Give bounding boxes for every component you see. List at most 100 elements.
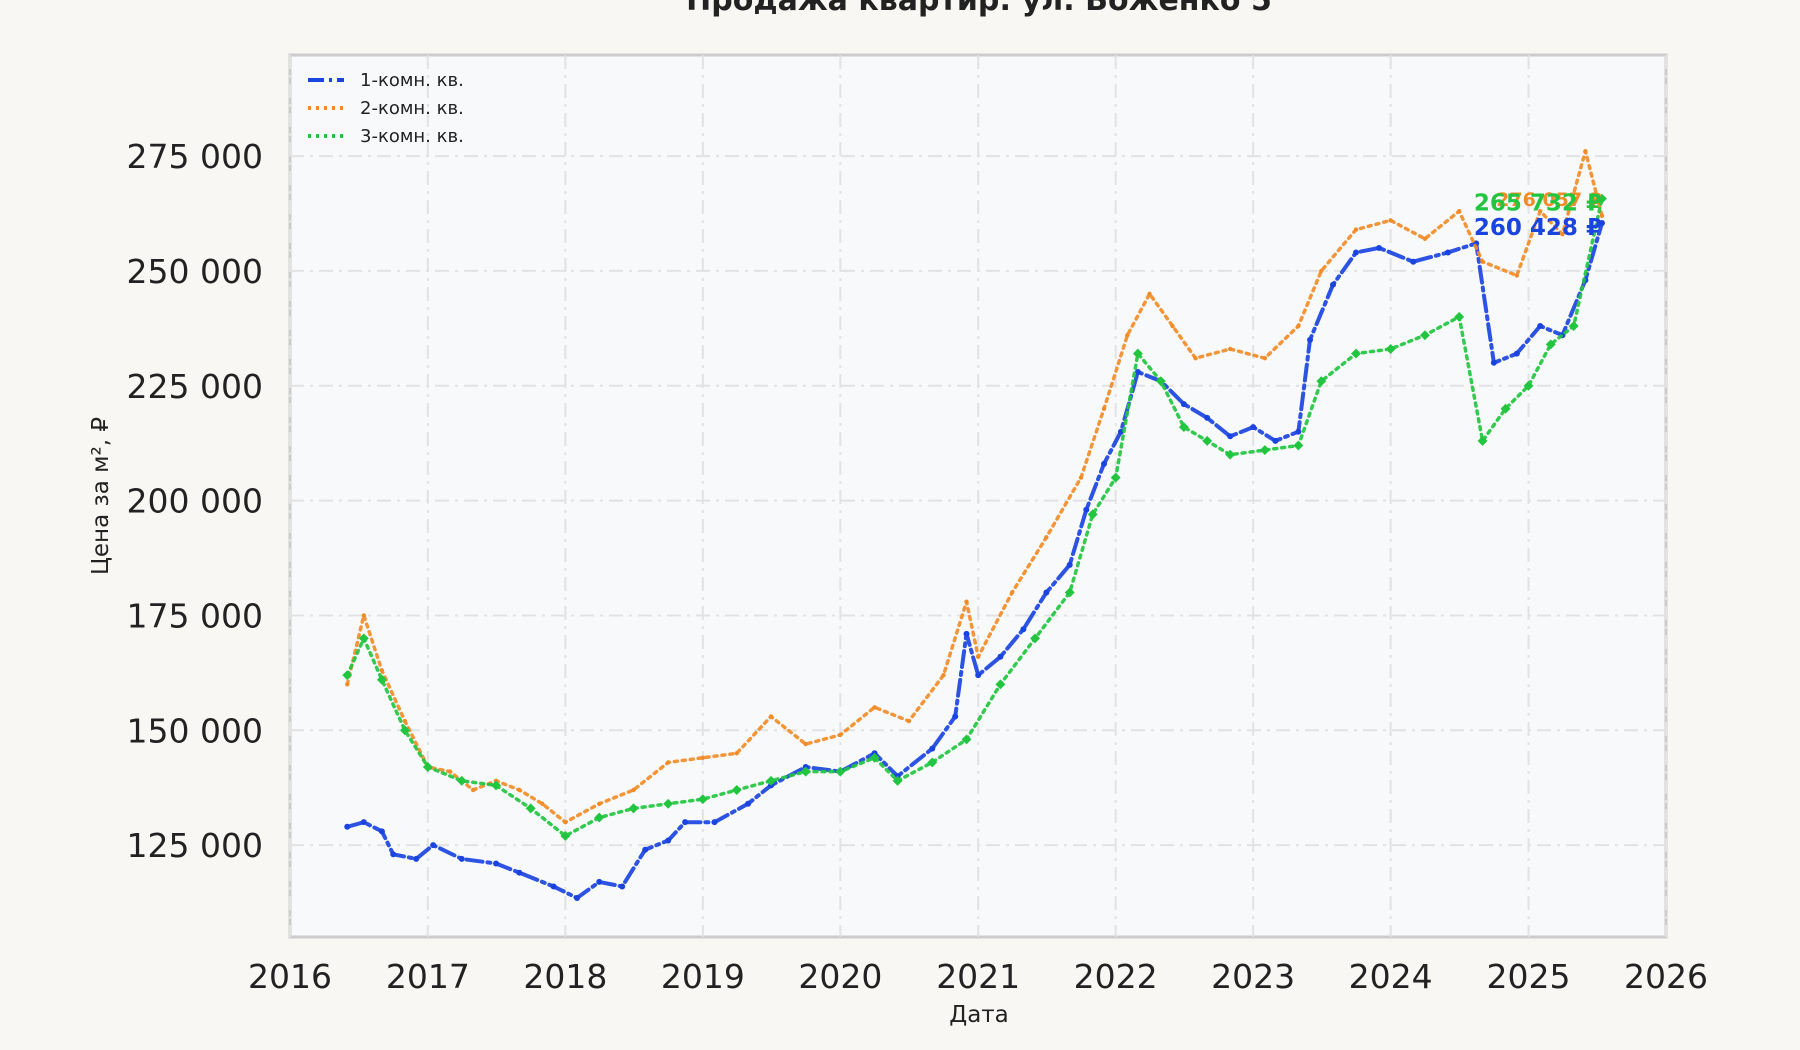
data-point <box>1110 472 1121 483</box>
y-tick-label: 150 000 <box>127 711 263 750</box>
data-point <box>390 851 397 858</box>
data-point <box>929 745 936 752</box>
data-point <box>892 775 903 786</box>
x-tick-label: 2023 <box>1211 957 1295 996</box>
data-point <box>378 828 385 835</box>
data-point <box>1083 506 1090 513</box>
data-point <box>642 846 649 853</box>
data-point <box>1078 475 1084 480</box>
data-point <box>342 670 353 681</box>
data-point <box>344 823 351 830</box>
data-point <box>574 894 581 901</box>
data-point <box>1375 244 1382 251</box>
data-point <box>1598 220 1605 227</box>
data-point <box>1599 213 1605 218</box>
data-point <box>1537 323 1544 330</box>
data-point <box>1351 348 1361 359</box>
data-point <box>361 613 367 618</box>
data-point <box>872 705 877 710</box>
data-point <box>997 653 1004 660</box>
data-point <box>631 787 636 793</box>
data-point <box>1272 437 1279 444</box>
data-point <box>550 883 557 890</box>
data-point <box>1444 249 1451 256</box>
data-point <box>1419 330 1430 341</box>
data-point <box>1030 633 1041 644</box>
x-tick-label: 2018 <box>523 957 607 996</box>
data-point <box>663 798 674 809</box>
data-point <box>360 819 367 826</box>
data-point <box>422 762 433 772</box>
data-point <box>1155 376 1166 387</box>
y-tick-label: 175 000 <box>127 596 263 635</box>
data-point <box>906 718 912 724</box>
data-point <box>1262 355 1268 361</box>
data-point <box>376 674 387 685</box>
data-point <box>1170 323 1175 329</box>
data-point <box>430 842 437 849</box>
data-point <box>1227 433 1234 440</box>
data-point <box>682 819 689 826</box>
data-point <box>1295 428 1302 435</box>
data-point <box>1353 227 1359 232</box>
data-point <box>1597 193 1607 204</box>
x-axis-ticks: 2016 2017 2018 2019 2020 2021 2022 2023 2024 2025… <box>248 957 1708 996</box>
data-point <box>619 883 626 890</box>
data-point <box>516 869 523 876</box>
data-point <box>1101 406 1107 411</box>
data-point <box>964 599 969 604</box>
data-point <box>835 766 846 777</box>
data-point <box>563 819 568 825</box>
data-point <box>1583 149 1588 154</box>
data-point <box>456 775 467 786</box>
data-point <box>517 787 522 793</box>
data-point <box>1457 208 1462 214</box>
data-point <box>1514 273 1520 278</box>
data-point <box>1087 509 1098 520</box>
data-point <box>1316 376 1327 387</box>
data-point <box>1259 445 1270 456</box>
x-tick-label: 2026 <box>1624 957 1708 996</box>
data-point <box>731 785 742 795</box>
grid <box>289 55 1667 937</box>
data-point <box>838 732 843 738</box>
data-point <box>803 741 808 747</box>
data-point <box>1480 259 1485 264</box>
data-point <box>1178 422 1189 433</box>
data-point <box>1296 323 1301 329</box>
series-line-3 <box>345 196 1604 838</box>
legend-entry: 3-комн. кв. <box>360 126 464 147</box>
legend-entry: 1-комн. кв. <box>360 70 464 91</box>
data-point <box>800 766 811 777</box>
data-point <box>1330 281 1337 288</box>
data-point <box>1125 333 1130 338</box>
data-point <box>594 812 605 823</box>
data-point <box>961 734 972 745</box>
data-point <box>1147 291 1152 297</box>
data-point <box>1307 336 1314 343</box>
data-point <box>1545 339 1556 350</box>
y-tick-label: 275 000 <box>127 137 263 176</box>
data-point <box>379 668 385 673</box>
data-point <box>596 878 603 885</box>
data-point <box>1500 403 1511 414</box>
data-point <box>1043 589 1050 596</box>
data-point <box>700 755 706 761</box>
data-point <box>734 751 739 756</box>
data-point <box>745 800 752 807</box>
data-point <box>711 819 718 826</box>
data-point <box>413 855 420 862</box>
data-point <box>1293 440 1304 451</box>
data-point <box>345 682 350 687</box>
data-point <box>1454 311 1465 322</box>
data-point <box>1422 236 1428 241</box>
data-point <box>1513 350 1520 357</box>
x-tick-label: 2016 <box>248 957 332 996</box>
data-point <box>493 860 500 867</box>
x-tick-label: 2022 <box>1074 957 1158 996</box>
data-point <box>995 679 1006 690</box>
data-point <box>1204 414 1211 421</box>
data-point <box>1020 626 1027 633</box>
data-point <box>1352 249 1359 256</box>
data-point <box>927 757 938 768</box>
